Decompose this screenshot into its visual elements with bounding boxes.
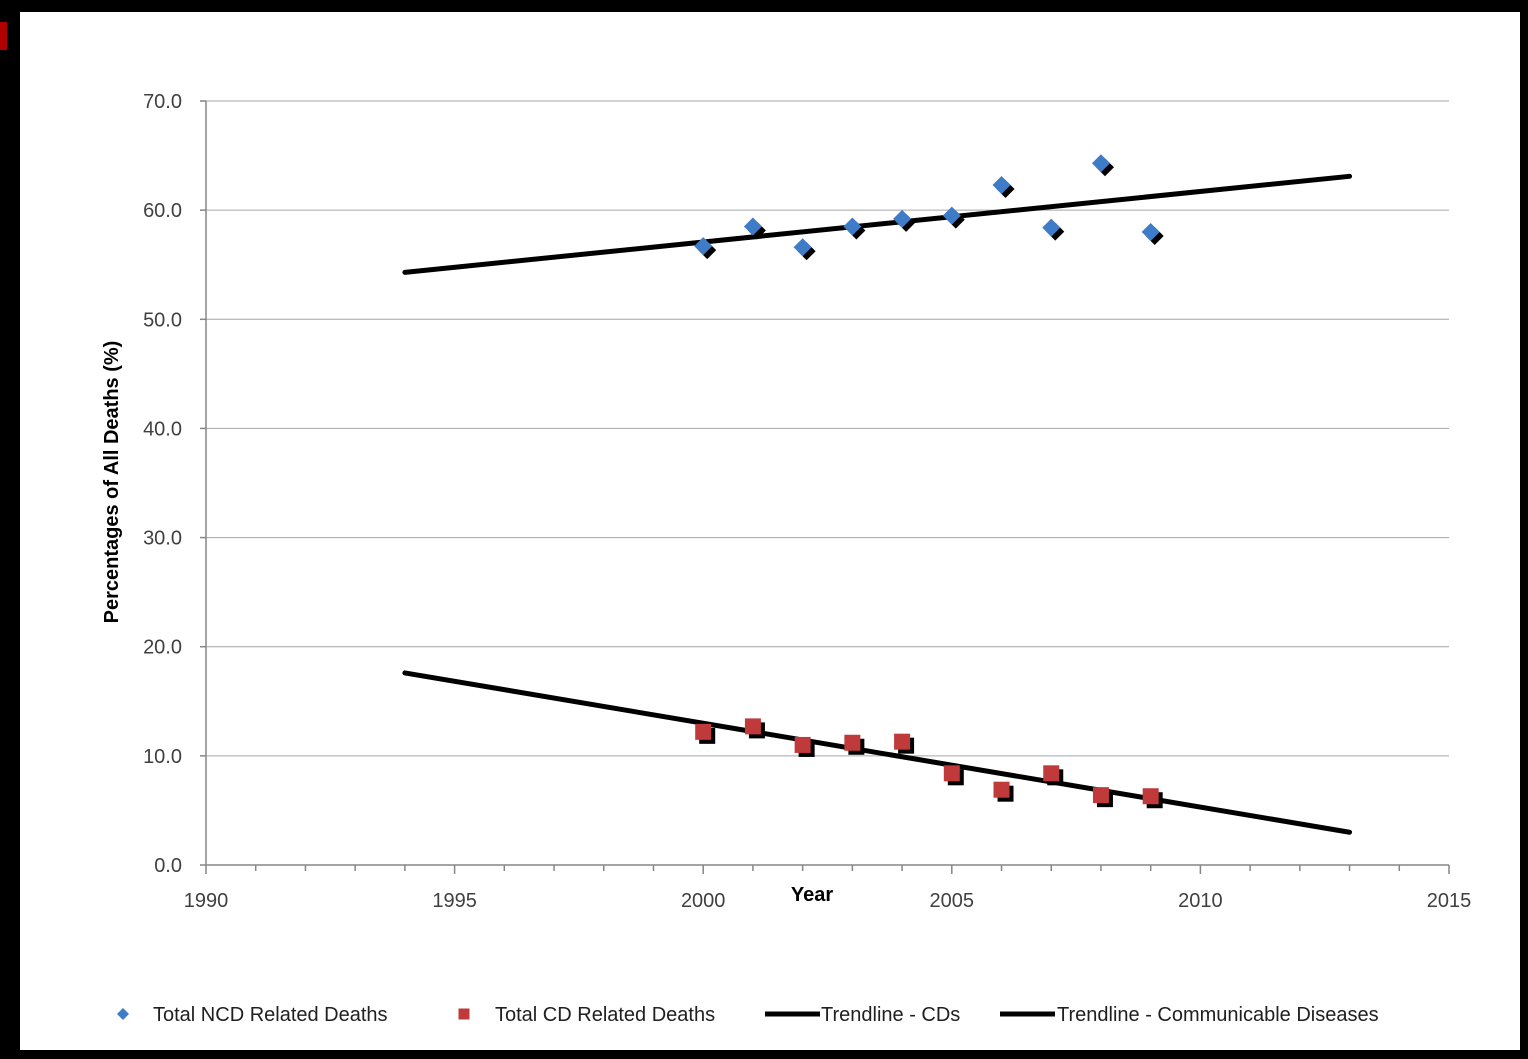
y-tick-label: 60.0	[143, 200, 182, 222]
chart-panel: 0.0 10.0 20.0 30.0 40.0 50.0 60.0 70.0 1990 1995 2…	[20, 12, 1520, 1050]
legend-ncd-label: Total NCD Related Deaths	[153, 1004, 388, 1026]
legend-trendline-cds-item: Trendline - CDs	[765, 1004, 960, 1026]
cd-square-marker	[744, 718, 761, 735]
x-tick-label: 2000	[681, 890, 726, 912]
ncd-data-point	[1091, 154, 1114, 177]
legend-cd-label: Total CD Related Deaths	[495, 1004, 715, 1026]
ncd-data-point	[793, 238, 816, 261]
y-tick-label: 50.0	[143, 309, 182, 331]
x-axis-title: Year	[791, 884, 833, 906]
legend-trendline-communicable-item: Trendline - Communicable Diseases	[1000, 1004, 1379, 1026]
x-tick-label: 2015	[1427, 890, 1472, 912]
cd-data-point	[695, 723, 716, 744]
x-tick-label: 1990	[184, 890, 229, 912]
gridlines	[206, 100, 1449, 757]
y-tick-label: 70.0	[143, 91, 182, 113]
legend-trendline-communicable-label: Trendline - Communicable Diseases	[1057, 1004, 1379, 1026]
ncd-diamond-marker	[942, 206, 961, 225]
y-axis-title: Percentages of All Deaths (%)	[101, 341, 123, 624]
x-tick-label: 1995	[432, 890, 477, 912]
ncd-data-point	[1141, 222, 1164, 245]
tick-labels: 0.0 10.0 20.0 30.0 40.0 50.0 60.0 70.0 1990 1995 2…	[143, 91, 1471, 912]
ncd-data-point	[942, 206, 965, 229]
cd-data-point	[844, 734, 865, 755]
ncd-data-point	[893, 209, 916, 232]
ncd-data-point	[694, 237, 717, 260]
cd-square-marker	[1043, 765, 1060, 782]
x-tick-label: 2010	[1178, 890, 1223, 912]
ncd-diamond-marker	[694, 237, 713, 256]
ncd-data-point	[1042, 218, 1065, 241]
legend-cd-item: Total CD Related Deaths	[458, 1004, 715, 1026]
trendlines	[402, 173, 1353, 835]
cd-data-point	[1092, 787, 1113, 808]
cd-square-marker	[894, 733, 911, 750]
y-tick-label: 10.0	[143, 746, 182, 768]
cd-data-point	[993, 781, 1014, 802]
legend: Total NCD Related Deaths Total CD Related…	[117, 1004, 1379, 1026]
y-tick-label: 30.0	[143, 528, 182, 550]
y-tick-label: 0.0	[154, 855, 182, 877]
cd-data-point	[744, 718, 765, 739]
cd-data-point	[794, 736, 815, 757]
cd-square-marker	[1142, 788, 1159, 805]
scatter-chart: 0.0 10.0 20.0 30.0 40.0 50.0 60.0 70.0 1990 1995 2…	[101, 91, 1471, 1026]
legend-trendline-cds-label: Trendline - CDs	[821, 1004, 960, 1026]
cd-square-marker	[993, 781, 1010, 798]
ncd-diamond-marker	[843, 217, 862, 236]
legend-square-swatch	[458, 1008, 470, 1020]
x-tick-label: 2005	[930, 890, 975, 912]
cd-square-marker	[794, 736, 811, 753]
y-tick-label: 40.0	[143, 418, 182, 440]
cd-data-point	[943, 765, 964, 786]
cd-square-marker	[695, 723, 712, 740]
legend-ncd-item: Total NCD Related Deaths	[117, 1004, 388, 1026]
cd-data-point	[894, 733, 915, 754]
axes	[200, 100, 1450, 874]
ncd-data-point	[992, 176, 1015, 199]
legend-diamond-swatch	[117, 1008, 129, 1020]
cd-data-point	[1142, 788, 1163, 809]
ncd-diamond-marker	[1042, 218, 1061, 237]
cd-trendline	[402, 670, 1353, 835]
red-corner-tab	[0, 22, 7, 50]
ncd-diamond-marker	[743, 217, 762, 236]
data-points	[694, 154, 1164, 809]
ncd-diamond-marker	[1091, 154, 1110, 173]
cd-data-point	[1043, 765, 1064, 786]
ncd-diamond-marker	[793, 238, 812, 257]
cd-square-marker	[844, 734, 861, 751]
ncd-diamond-marker	[992, 176, 1011, 195]
ncd-diamond-marker	[893, 209, 912, 228]
cd-square-marker	[943, 765, 960, 782]
cd-square-marker	[1092, 787, 1109, 804]
y-tick-label: 20.0	[143, 637, 182, 659]
ncd-trendline	[402, 173, 1353, 275]
ncd-data-point	[743, 217, 766, 240]
ncd-data-point	[843, 217, 866, 240]
ncd-diamond-marker	[1141, 222, 1160, 241]
